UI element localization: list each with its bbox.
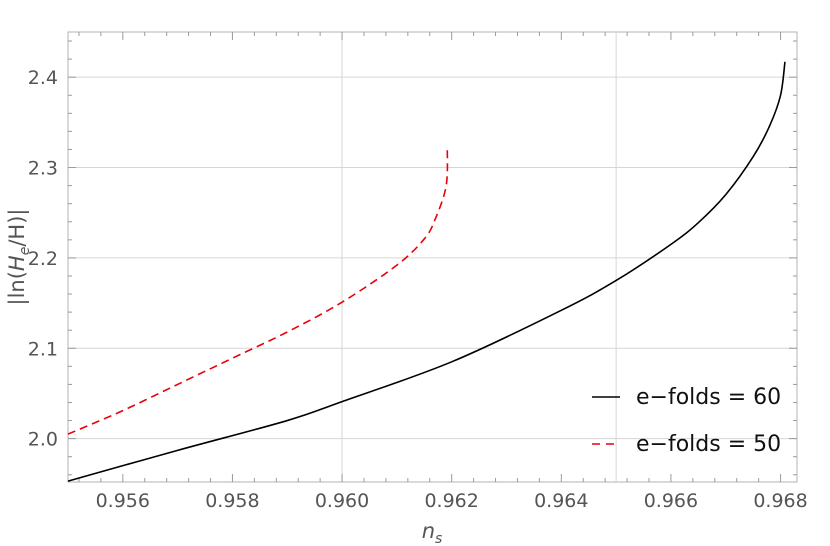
- grid-lines: [67, 31, 798, 483]
- axis-ticks: [68, 32, 797, 482]
- axis-titles: ns |ln(He/H)|: [5, 209, 442, 546]
- series-line-2: [67, 146, 449, 435]
- legend: e−folds = 60 e−folds = 50: [592, 385, 781, 457]
- x-tick-label: 0.960: [315, 490, 369, 512]
- legend-label-1: e−folds = 60: [636, 385, 781, 410]
- tick-labels: 0.956 0.958 0.960 0.962 0.964 0.966 0.968 2.0 2.…: [28, 67, 808, 512]
- x-tick-label: 0.956: [96, 490, 150, 512]
- x-tick-label: 0.964: [534, 490, 588, 512]
- y-tick-label: 2.3: [28, 158, 58, 180]
- legend-label-2: e−folds = 50: [636, 432, 781, 457]
- y-tick-label: 2.0: [28, 429, 58, 451]
- plot-frame: [67, 31, 798, 483]
- x-tick-label: 0.966: [644, 490, 698, 512]
- series-lines: [67, 61, 786, 482]
- y-tick-label: 2.2: [28, 248, 58, 270]
- y-tick-label: 2.1: [28, 338, 58, 360]
- series-line-1: [67, 61, 786, 482]
- x-tick-label: 0.958: [205, 490, 259, 512]
- x-tick-label: 0.962: [424, 490, 478, 512]
- x-axis-title: ns: [422, 519, 443, 546]
- x-tick-label: 0.968: [753, 490, 807, 512]
- y-tick-label: 2.4: [28, 67, 58, 89]
- y-axis-title: |ln(He/H)|: [5, 209, 33, 306]
